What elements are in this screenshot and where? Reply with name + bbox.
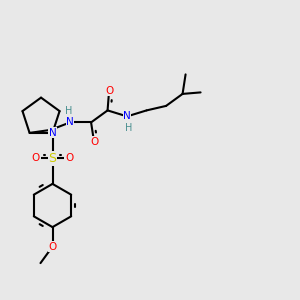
- Text: N: N: [66, 117, 74, 128]
- Text: H: H: [65, 106, 72, 116]
- Text: O: O: [48, 242, 57, 252]
- Text: N: N: [49, 128, 56, 138]
- Text: O: O: [90, 137, 98, 147]
- Text: O: O: [65, 153, 73, 164]
- Text: S: S: [49, 152, 56, 165]
- Text: N: N: [123, 111, 131, 122]
- Text: O: O: [105, 86, 113, 96]
- Text: O: O: [32, 153, 40, 164]
- Text: H: H: [125, 123, 132, 133]
